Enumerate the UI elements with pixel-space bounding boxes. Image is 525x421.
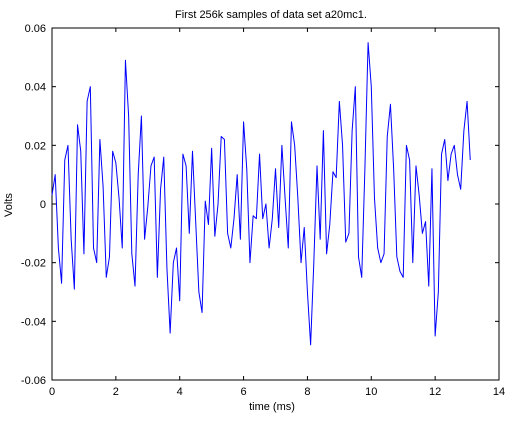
- y-tick-label: 0.06: [25, 23, 46, 35]
- x-tick-label: 2: [113, 386, 119, 398]
- x-tick-label: 6: [241, 386, 247, 398]
- x-tick-label: 12: [429, 386, 441, 398]
- y-axis-label: Volts: [3, 193, 15, 217]
- chart-title: First 256k samples of data set a20mc1.: [175, 9, 367, 21]
- y-tick-label: 0.02: [25, 140, 46, 152]
- x-tick-label: 0: [49, 386, 55, 398]
- x-tick-label: 8: [304, 386, 310, 398]
- x-tick-label: 4: [177, 386, 183, 398]
- series-line: [51, 42, 471, 346]
- y-tick-label: -0.06: [21, 375, 46, 387]
- y-tick-label: -0.04: [21, 316, 46, 328]
- y-tick-label: 0: [40, 199, 46, 211]
- plot-area: 0 2 4 6 8 10 12 14 -0.06 -0.04 -0.02 0 0.02 0.04 0.06: [21, 23, 505, 398]
- y-tick-label: -0.02: [21, 258, 46, 270]
- x-axis-label: time (ms): [249, 401, 295, 413]
- x-tick-label: 10: [365, 386, 377, 398]
- x-tick-label: 14: [493, 386, 505, 398]
- y-tick-label: 0.04: [25, 82, 46, 94]
